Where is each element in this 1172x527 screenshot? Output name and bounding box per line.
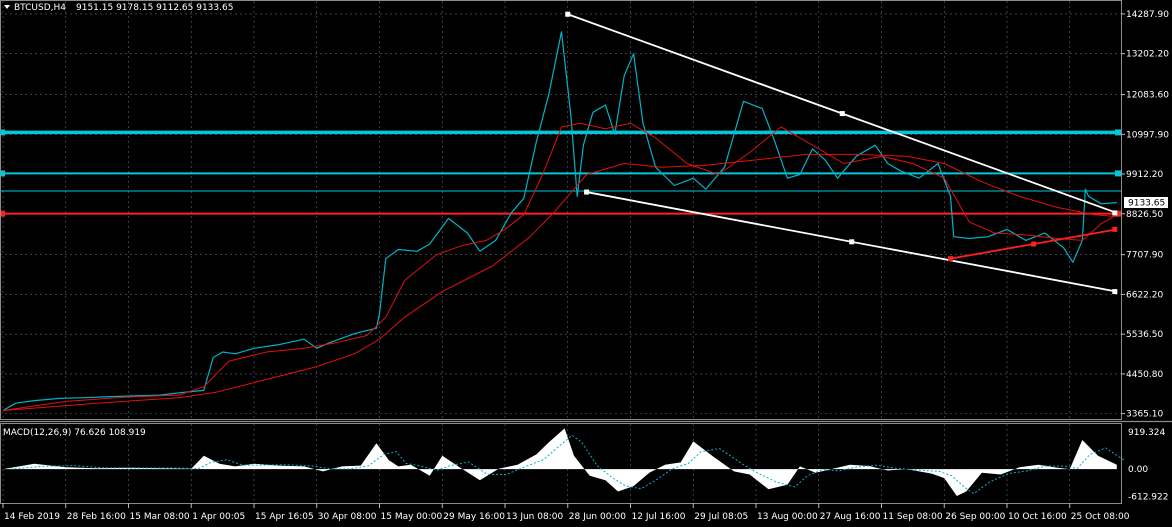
time-tick-label: 10 Oct 16:00 xyxy=(1008,512,1067,522)
time-tick-label: 29 Jul 08:05 xyxy=(694,512,748,522)
time-tick-label: 14 Feb 2019 xyxy=(4,512,60,522)
price-tick-label: 4450.80 xyxy=(1126,370,1163,380)
time-tick-label: 28 Feb 16:00 xyxy=(67,512,126,522)
macd-tick-label: -612.922 xyxy=(1128,493,1168,503)
macd-tick-label: 919.324 xyxy=(1128,428,1165,438)
time-tick-label: 12 Jul 16:00 xyxy=(632,512,686,522)
price-tick-label: 3365.10 xyxy=(1126,410,1163,420)
horizontal-levels[interactable] xyxy=(0,129,1121,217)
time-tick-label: 15 Apr 16:05 xyxy=(255,512,314,522)
trendline-anchor[interactable] xyxy=(1112,289,1118,295)
trendline-anchor[interactable] xyxy=(839,111,845,117)
trendline-anchor[interactable] xyxy=(1112,210,1118,216)
macd-histogram xyxy=(3,428,1117,496)
time-tick-label: 13 Jun 08:00 xyxy=(506,512,563,522)
trendline-anchor[interactable] xyxy=(849,239,855,245)
time-tick-label: 15 May 00:00 xyxy=(381,512,443,522)
time-tick-label: 1 Apr 00:05 xyxy=(192,512,245,522)
time-tick-label: 15 Mar 08:00 xyxy=(130,512,190,522)
level-handle-left[interactable] xyxy=(0,129,5,136)
time-axis: 14 Feb 2019 28 Feb 16:00 15 Mar 08:00 1 Apr… xyxy=(2,503,1130,522)
trendline-anchor[interactable] xyxy=(565,11,571,17)
price-tick-label: 9912.20 xyxy=(1126,170,1163,180)
level-handle-right[interactable] xyxy=(1115,170,1121,177)
trendlines[interactable] xyxy=(565,11,1118,295)
price-tick-label: 5536.50 xyxy=(1126,330,1163,340)
trendline-anchor[interactable] xyxy=(1031,241,1037,247)
time-tick-label: 13 Aug 00:00 xyxy=(757,512,818,522)
ohlc-label: 9151.15 9178.15 9112.65 9133.65 xyxy=(76,3,233,13)
trendline-anchor[interactable] xyxy=(1112,226,1118,232)
collapse-triangle-icon xyxy=(4,5,10,9)
price-tick-label: 8826.50 xyxy=(1126,210,1163,220)
time-tick-label: 29 May 16:00 xyxy=(443,512,505,522)
macd-axis: 919.324 0.00 -612.922 xyxy=(1128,428,1168,503)
macd-panel-frame xyxy=(0,423,1122,504)
time-tick-label: 11 Sep 08:00 xyxy=(883,512,943,522)
current-price-box xyxy=(1124,197,1168,208)
price-tick-label: 6622.20 xyxy=(1126,290,1163,300)
grid-lines xyxy=(0,1,1121,503)
macd-tick-label: 0.00 xyxy=(1128,465,1148,475)
time-tick-label: 27 Aug 16:00 xyxy=(820,512,881,522)
price-tick-label: 12083.60 xyxy=(1126,91,1169,101)
level-handle-right[interactable] xyxy=(1115,129,1121,136)
price-panel-frame xyxy=(0,0,1122,420)
level-handle-left[interactable] xyxy=(0,170,5,177)
symbol-header: BTCUSD,H4 9151.15 9178.15 9112.65 9133.6… xyxy=(4,3,233,13)
price-tick-label: 7707.90 xyxy=(1126,251,1163,261)
level-handle-right[interactable] xyxy=(1115,210,1121,217)
symbol-label: BTCUSD,H4 xyxy=(14,3,66,13)
moving-average-fast-line xyxy=(2,122,1118,411)
current-price-label: 9133.65 xyxy=(1128,199,1165,209)
price-tick-label: 13202.20 xyxy=(1126,50,1169,60)
macd-indicator xyxy=(3,428,1125,496)
macd-signal-line xyxy=(10,434,1125,495)
time-tick-label: 28 Jun 00:00 xyxy=(569,512,626,522)
price-series xyxy=(2,31,1118,412)
moving-average-slow-line xyxy=(2,153,1117,411)
level-handle-left[interactable] xyxy=(0,210,5,217)
price-tick-label: 14287.90 xyxy=(1126,10,1169,20)
current-price-marker: 9133.65 xyxy=(1124,197,1168,209)
price-axis: 14287.90 13202.20 12083.60 10997.90 9912.20 8… xyxy=(1121,10,1169,420)
price-line xyxy=(2,31,1117,412)
macd-label: MACD(12,26,9) 76.626 108.919 xyxy=(3,428,146,438)
time-tick-label: 26 Sep 00:00 xyxy=(945,512,1005,522)
price-tick-label: 10997.90 xyxy=(1126,130,1169,140)
trendline-anchor[interactable] xyxy=(584,189,590,195)
time-tick-label: 30 Apr 08:00 xyxy=(318,512,377,522)
time-tick-label: 25 Oct 08:00 xyxy=(1071,512,1130,522)
trendline-anchor[interactable] xyxy=(948,256,954,262)
